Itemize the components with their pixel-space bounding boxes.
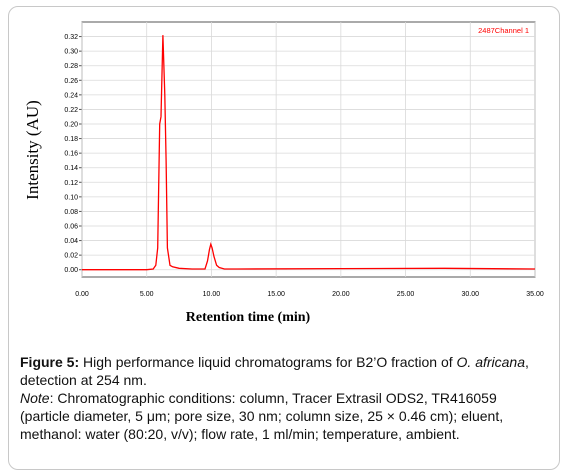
series-line — [82, 35, 536, 271]
x-tick-label: 0.00 — [75, 291, 89, 298]
caption-title: Figure 5: High performance liquid chroma… — [20, 353, 546, 389]
y-tick-label: 0.18 — [64, 136, 78, 143]
figure-label: Figure 5: — [20, 354, 80, 370]
y-tick-label: 0.04 — [64, 238, 78, 245]
x-tick-label: 5.00 — [140, 291, 154, 298]
x-tick-label: 15.00 — [267, 291, 285, 298]
y-tick-label: 0.00 — [64, 267, 78, 274]
y-tick-label: 0.20 — [64, 122, 78, 129]
caption-note: Note: Chromatographic conditions: column… — [20, 389, 546, 443]
y-tick-label: 0.24 — [64, 92, 78, 99]
y-tick-label: 0.06 — [64, 224, 78, 231]
y-tick-label: 0.22 — [64, 107, 78, 114]
plot-area — [81, 21, 536, 278]
y-tick-label: 0.14 — [64, 165, 78, 172]
y-axis-label: Intensity (AU) — [23, 100, 42, 200]
x-axis-label: Retention time (min) — [186, 310, 311, 325]
x-tick-label: 10.00 — [203, 291, 221, 298]
note-label: Note — [20, 390, 50, 406]
chromatogram-chart: 0.00 0.02 0.04 0.06 0.08 0.10 0.12 0.14 0.16 0.18… — [23, 21, 544, 325]
y-tick-label: 0.16 — [64, 151, 78, 158]
y-tick-label: 0.02 — [64, 253, 78, 260]
legend-label: 2487Channel 1 — [478, 26, 529, 35]
y-tick-label: 0.28 — [64, 63, 78, 70]
y-tick-label: 0.10 — [64, 194, 78, 201]
y-tick-label: 0.12 — [64, 180, 78, 187]
y-tick-label: 0.30 — [64, 49, 78, 56]
caption-text: High performance liquid chromatograms fo… — [79, 354, 457, 370]
y-tick-label: 0.08 — [64, 209, 78, 216]
x-tick-label: 35.00 — [526, 291, 544, 298]
x-tick-label: 30.00 — [462, 291, 480, 298]
figure-caption: Figure 5: High performance liquid chroma… — [20, 353, 546, 443]
species-name: africana — [475, 354, 525, 370]
y-tick-label: 0.32 — [64, 34, 78, 41]
y-tick-labels: 0.00 0.02 0.04 0.06 0.08 0.10 0.12 0.14 0.16 0.18… — [64, 34, 78, 274]
note-text: : Chromatographic conditions: column, Tr… — [20, 390, 504, 442]
species-genus: O. — [456, 354, 472, 370]
x-tick-labels: 0.00 5.00 10.00 15.00 20.00 25.00 30.00 35.00 — [75, 291, 544, 298]
caption-detection: , detection at 254 nm. — [20, 354, 529, 388]
x-tick-label: 25.00 — [397, 291, 415, 298]
grid-lines — [79, 22, 536, 277]
y-tick-label: 0.26 — [64, 78, 78, 85]
x-tick-label: 20.00 — [332, 291, 350, 298]
